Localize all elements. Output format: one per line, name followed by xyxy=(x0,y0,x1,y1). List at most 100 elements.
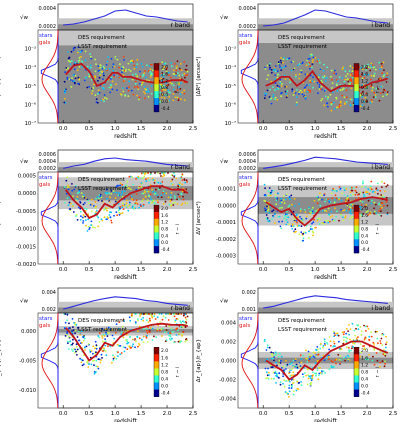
galaxy-point xyxy=(112,190,115,192)
galaxy-point xyxy=(157,181,160,184)
galaxy-point xyxy=(292,210,295,213)
des-requirement-label: DES requirement xyxy=(278,35,326,41)
galaxy-point xyxy=(121,325,124,328)
galaxy-point xyxy=(149,173,152,176)
colorbar-label: r − i xyxy=(175,224,181,235)
galaxy-point xyxy=(64,71,66,74)
colorbar-segment xyxy=(354,389,359,397)
galaxy-point xyxy=(370,74,373,77)
galaxy-point xyxy=(380,186,383,189)
weight-axis-label: √w xyxy=(220,14,229,21)
galaxy-point xyxy=(134,322,137,325)
galaxy-point xyxy=(278,85,281,88)
galaxy-point xyxy=(335,78,338,81)
galaxy-point xyxy=(350,203,352,206)
galaxy-point xyxy=(167,84,170,86)
galaxy-point xyxy=(385,341,388,344)
colorbar-tick-label: 1.2 xyxy=(361,220,368,226)
galaxy-point xyxy=(98,91,101,94)
galaxy-point xyxy=(180,313,183,315)
colorbar-tick-label: 1.6 xyxy=(361,71,368,77)
galaxy-point xyxy=(113,214,115,217)
galaxy-point xyxy=(89,53,91,55)
galaxy-point xyxy=(325,357,328,360)
galaxy-point xyxy=(167,196,170,199)
galaxy-point xyxy=(94,226,96,229)
galaxy-point xyxy=(177,72,179,75)
galaxy-point xyxy=(108,67,111,70)
galaxy-point xyxy=(159,321,162,323)
galaxy-point xyxy=(359,200,362,202)
galaxy-point xyxy=(363,73,366,76)
galaxy-point xyxy=(169,196,172,199)
y-tick-label: -0.0002 xyxy=(216,237,236,243)
galaxy-point xyxy=(381,194,384,197)
galaxy-point xyxy=(269,88,271,91)
galaxy-point xyxy=(175,313,178,315)
des-requirement-label: DES requirement xyxy=(78,35,126,41)
galaxy-point xyxy=(161,327,164,330)
colorbar-segment xyxy=(354,104,359,113)
galaxy-point xyxy=(173,176,176,178)
galaxy-point xyxy=(143,313,145,315)
galaxy-point xyxy=(156,194,159,197)
colorbar-tick-label: 1.6 xyxy=(161,355,168,361)
x-tick-label: 2.0 xyxy=(363,411,372,417)
galaxy-point xyxy=(67,340,69,343)
galaxy-point xyxy=(275,361,277,364)
galaxy-point xyxy=(363,196,365,198)
galaxy-point xyxy=(320,99,322,102)
galaxy-point xyxy=(264,187,266,190)
galaxy-point xyxy=(270,80,273,83)
galaxy-point xyxy=(362,182,364,185)
galaxy-point xyxy=(134,202,137,205)
galaxy-point xyxy=(333,366,336,368)
galaxy-point xyxy=(75,199,77,201)
colorbar-tick-label: 0.8 xyxy=(361,85,368,91)
galaxy-point xyxy=(181,202,184,205)
galaxy-point xyxy=(359,215,361,217)
galaxy-point xyxy=(302,218,305,220)
galaxy-point xyxy=(175,177,178,180)
galaxy-point xyxy=(161,181,164,183)
galaxy-point xyxy=(326,341,328,344)
galaxy-point xyxy=(345,341,348,343)
galaxy-point xyxy=(164,89,167,92)
lsst-requirement-label: LSST requirement xyxy=(78,327,128,333)
galaxy-point xyxy=(373,91,376,94)
y-tick-label: -0.0010 xyxy=(16,227,36,233)
x-tick-label: 2.5 xyxy=(389,411,398,417)
x-axis-label: redshift xyxy=(314,274,337,281)
galaxy-point xyxy=(309,79,311,82)
galaxy-point xyxy=(340,213,342,216)
galaxy-point xyxy=(368,353,370,356)
galaxy-point xyxy=(273,359,275,362)
galaxy-point xyxy=(362,213,365,215)
galaxy-point xyxy=(284,198,287,201)
galaxy-point xyxy=(288,223,291,226)
galaxy-point xyxy=(94,70,97,73)
weight-axis-label: √w xyxy=(220,298,229,305)
galaxy-point xyxy=(91,90,94,92)
colorbar-segment xyxy=(154,232,159,240)
galaxy-point xyxy=(113,356,116,359)
galaxy-point xyxy=(372,66,375,69)
galaxy-point xyxy=(115,211,118,214)
galaxy-point xyxy=(122,186,125,188)
galaxy-point xyxy=(69,63,72,65)
galaxy-point xyxy=(328,220,331,223)
galaxy-point xyxy=(99,64,102,67)
galaxy-point xyxy=(138,325,141,328)
galaxy-point xyxy=(162,88,165,91)
galaxy-point xyxy=(107,217,110,219)
galaxy-point xyxy=(81,341,83,344)
x-tick-label: 0.5 xyxy=(285,267,294,273)
galaxy-point xyxy=(277,216,280,218)
galaxy-point xyxy=(135,188,138,191)
galaxy-point xyxy=(121,190,124,193)
stars-histogram xyxy=(40,313,59,408)
galaxy-point xyxy=(377,192,379,195)
galaxy-point xyxy=(163,172,166,174)
galaxy-point xyxy=(265,92,268,95)
